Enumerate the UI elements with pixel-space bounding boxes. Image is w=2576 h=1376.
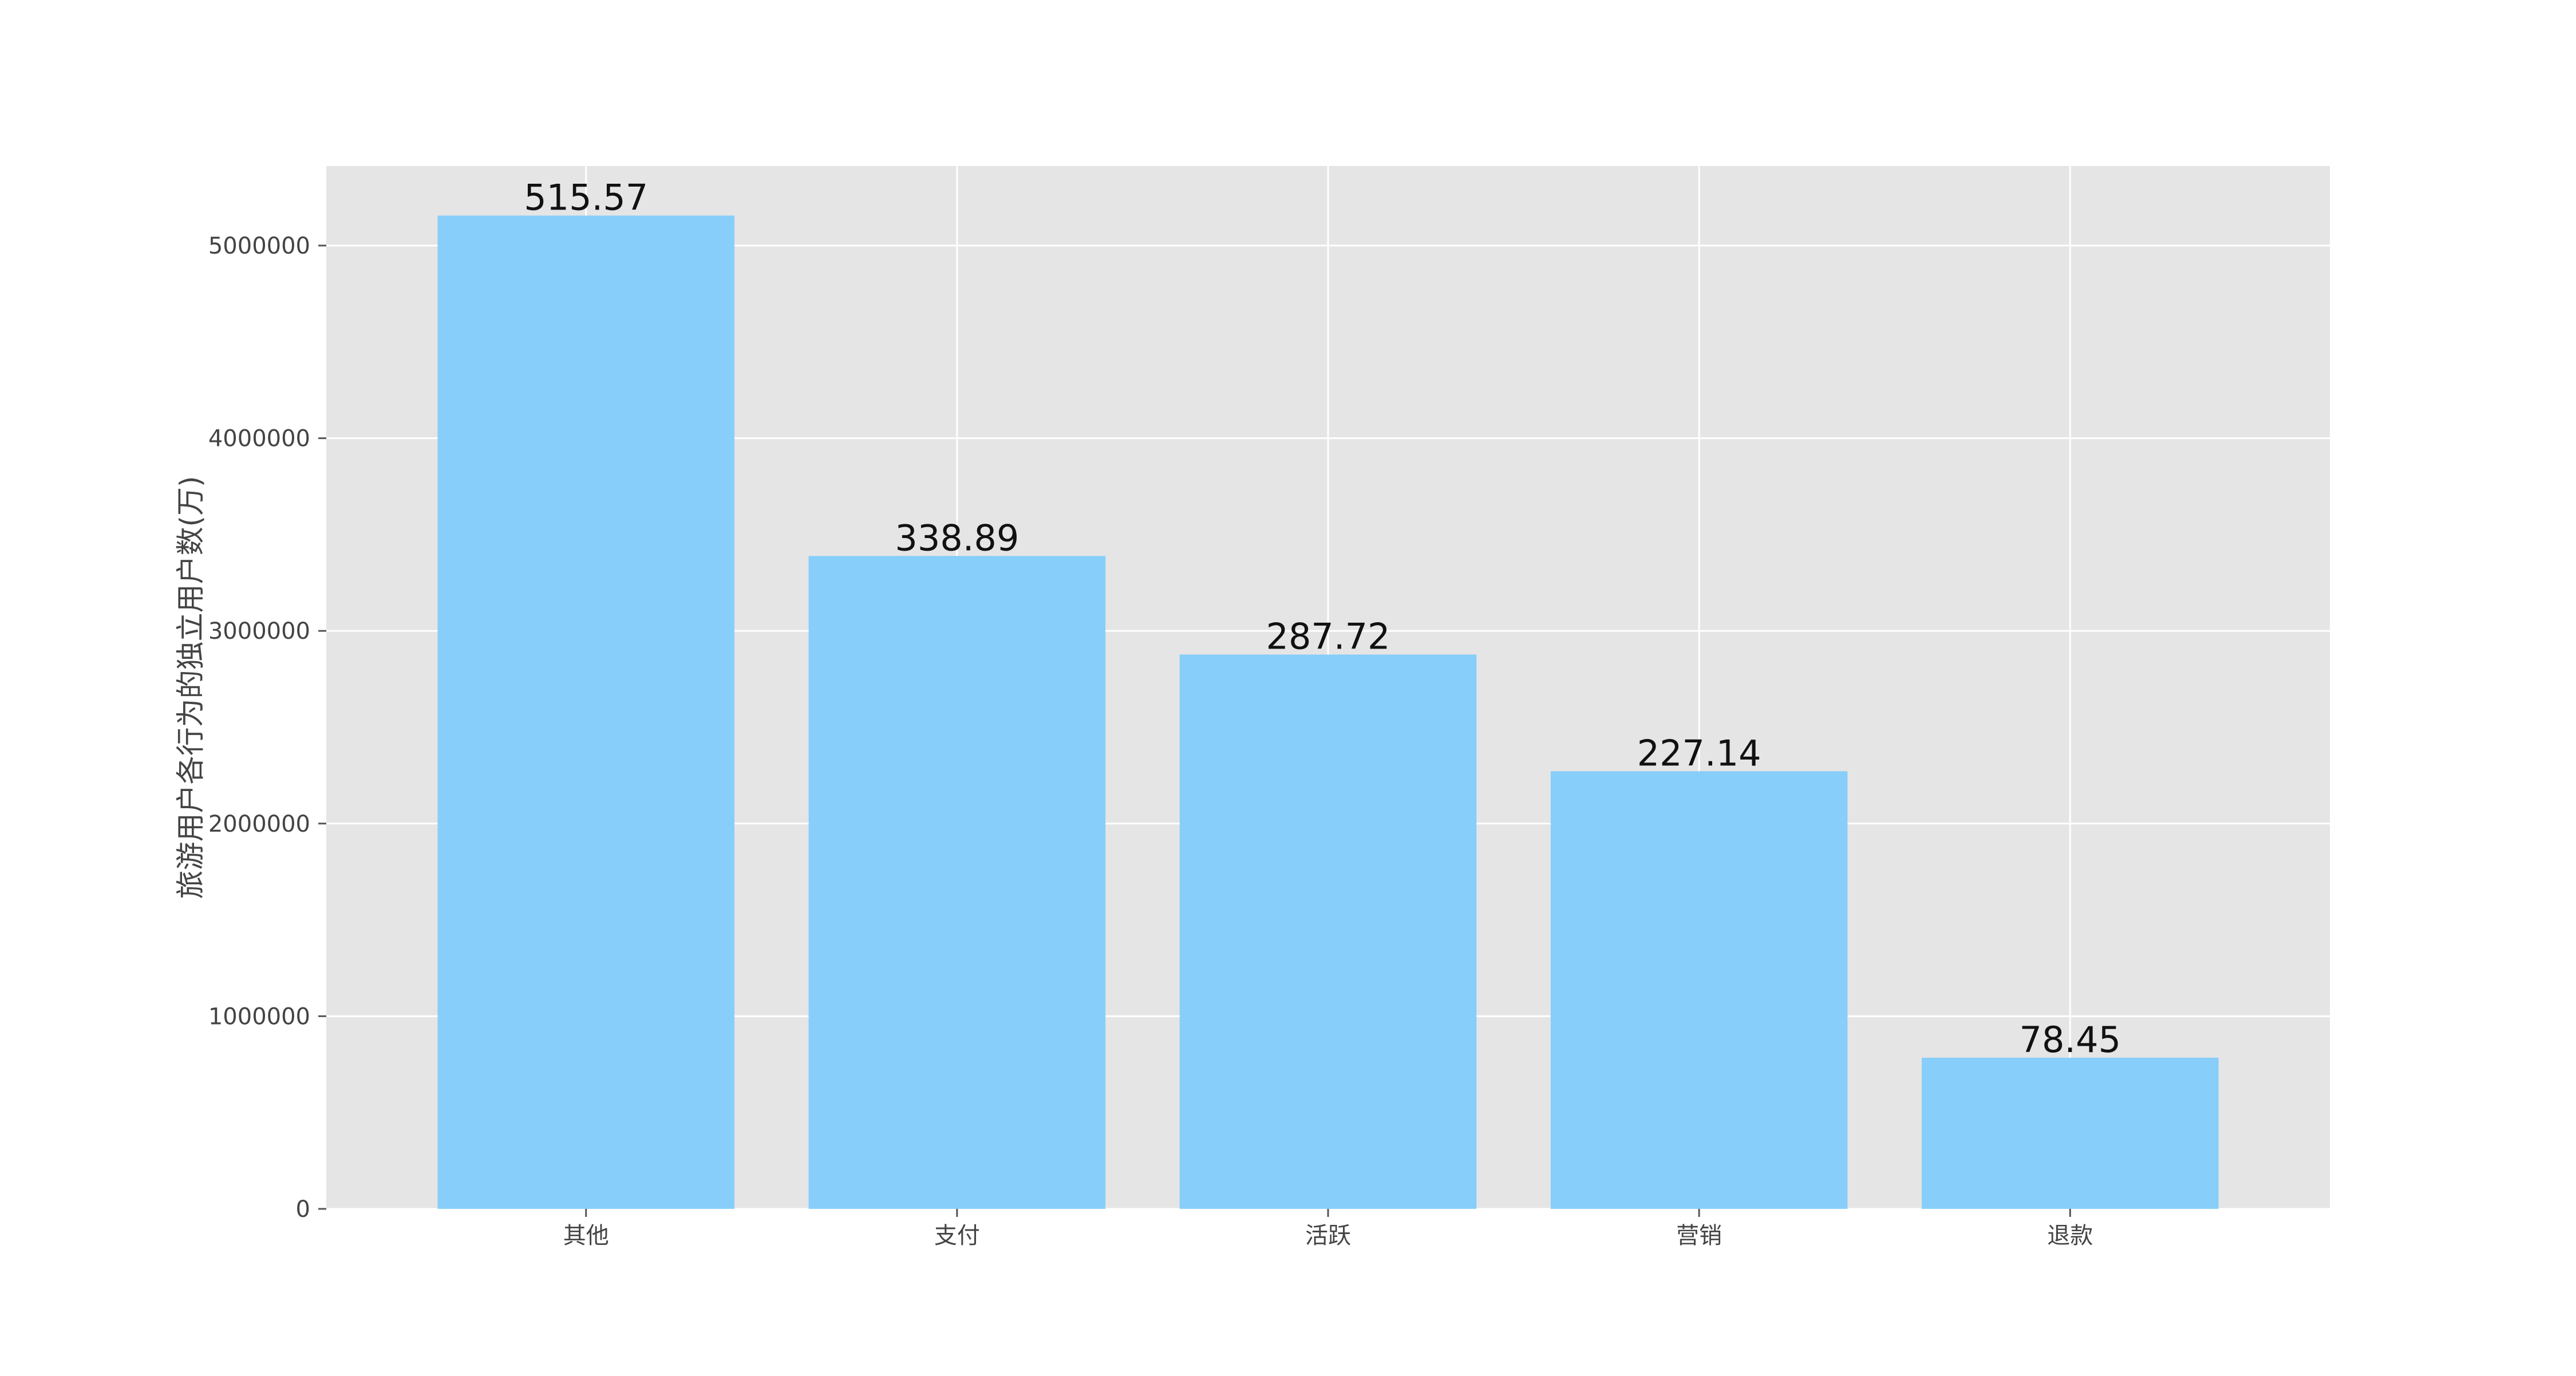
y-axis-label: 旅游用户各行为的独立用户数(万) bbox=[174, 476, 207, 899]
y-tick-label: 0 bbox=[296, 1196, 310, 1223]
x-tick-label: 支付 bbox=[934, 1223, 980, 1249]
axes: 0 1000000 2000000 3000000 4000000 5000000 其他 支付… bbox=[208, 233, 2093, 1249]
bar-value-label: 515.57 bbox=[524, 177, 648, 219]
y-tick-label: 3000000 bbox=[208, 618, 310, 644]
x-tick-label: 其他 bbox=[563, 1223, 609, 1249]
y-tick-label: 5000000 bbox=[208, 233, 310, 259]
bar-value-label: 338.89 bbox=[895, 517, 1019, 559]
x-tick-label: 活跃 bbox=[1305, 1223, 1351, 1249]
y-tick-label: 2000000 bbox=[208, 811, 310, 837]
bar-value-label: 78.45 bbox=[2020, 1019, 2121, 1061]
bar bbox=[1550, 771, 1848, 1209]
bar-value-label: 287.72 bbox=[1266, 616, 1390, 658]
bar bbox=[808, 556, 1106, 1209]
data-labels: 515.57 338.89 287.72 227.14 78.45 bbox=[524, 177, 2121, 1061]
bar bbox=[1922, 1057, 2219, 1209]
x-tick-label: 退款 bbox=[2047, 1223, 2093, 1249]
bar bbox=[1179, 654, 1477, 1209]
bar-value-label: 227.14 bbox=[1637, 732, 1761, 774]
bars bbox=[437, 215, 2219, 1209]
y-tick-label: 1000000 bbox=[208, 1003, 310, 1030]
y-tick-label: 4000000 bbox=[208, 426, 310, 452]
bar bbox=[437, 215, 734, 1209]
x-tick-label: 营销 bbox=[1676, 1223, 1722, 1249]
